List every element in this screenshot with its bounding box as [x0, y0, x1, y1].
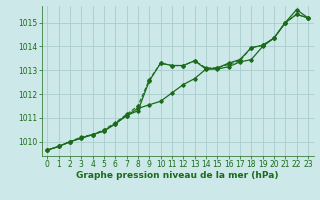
X-axis label: Graphe pression niveau de la mer (hPa): Graphe pression niveau de la mer (hPa): [76, 171, 279, 180]
